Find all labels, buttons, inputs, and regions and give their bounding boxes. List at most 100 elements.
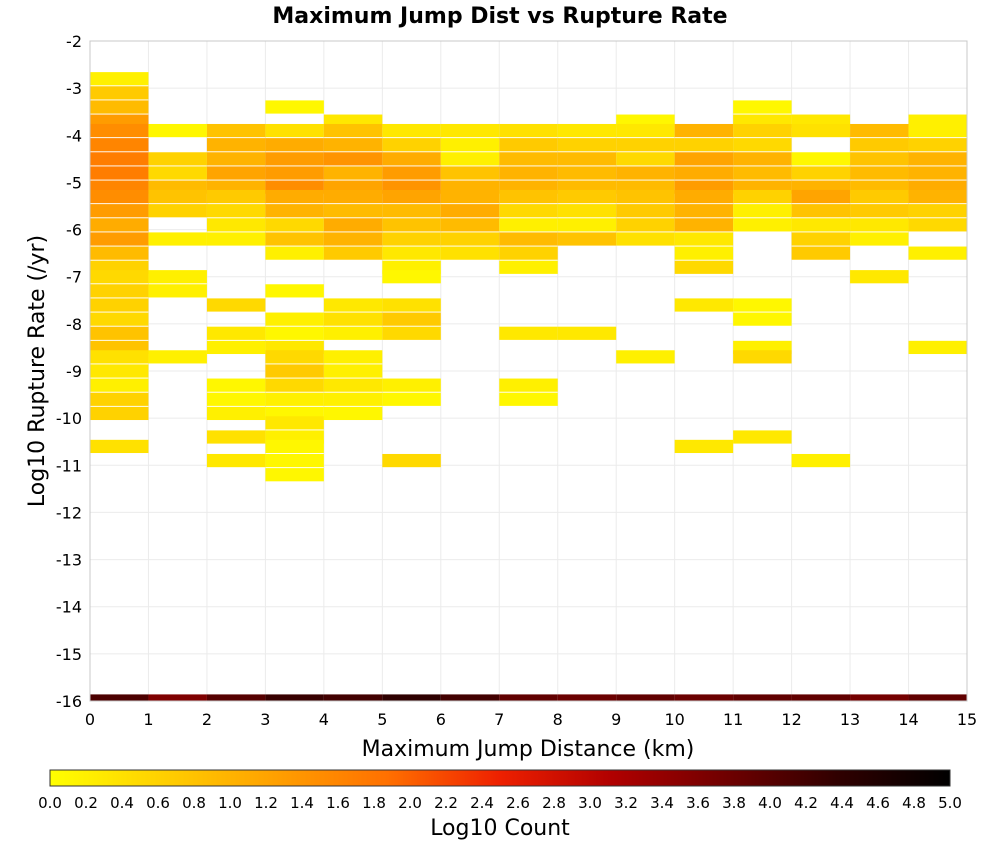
y-tick-label: -14	[56, 598, 82, 617]
heatmap-cell	[791, 166, 851, 180]
heatmap-cell	[148, 232, 207, 246]
heatmap-cell	[850, 138, 909, 152]
y-tick-label: -2	[66, 32, 82, 51]
heatmap-cell	[733, 218, 792, 232]
heatmap-cell	[265, 218, 324, 232]
colorbar-tick-label: 2.8	[542, 794, 566, 812]
heatmap-cell	[90, 138, 149, 152]
heatmap-cell	[382, 232, 441, 246]
heatmap-cell	[557, 232, 617, 246]
heatmap-cell	[850, 123, 909, 138]
heatmap-cells	[90, 72, 967, 701]
colorbar	[49, 769, 951, 787]
heatmap-cell	[323, 312, 383, 326]
heatmap-cell	[908, 246, 967, 260]
heatmap-cell	[791, 204, 851, 218]
heatmap-cell	[499, 166, 558, 180]
colorbar-tick-label: 1.6	[326, 794, 350, 812]
heatmap-cell	[674, 694, 734, 701]
heatmap-cell	[440, 694, 500, 701]
heatmap-cell	[323, 123, 383, 138]
heatmap-cell	[206, 232, 266, 246]
heatmap-cell	[90, 232, 149, 246]
y-tick-labels: -2 -3 -4 -5 -6 -7 -8 -9 -10 -11 -12 -13 -14 -15 -16	[56, 32, 82, 711]
heatmap-cell	[674, 166, 734, 180]
heatmap-cell	[908, 189, 967, 204]
heatmap-cell	[323, 246, 383, 260]
heatmap-cell	[733, 298, 792, 312]
colorbar-tick-label: 2.2	[434, 794, 458, 812]
heatmap-cell	[791, 694, 851, 701]
heatmap-cell	[148, 284, 207, 298]
heatmap-cell	[90, 350, 149, 364]
heatmap-cell	[733, 189, 792, 204]
x-tick-label: 3	[260, 710, 270, 729]
heatmap-cell	[674, 218, 734, 232]
heatmap-cell	[616, 218, 675, 232]
heatmap-cell	[440, 138, 500, 152]
y-tick-label: -6	[66, 221, 82, 240]
colorbar-tick-label: 3.2	[614, 794, 638, 812]
heatmap-cell	[148, 123, 207, 138]
heatmap-cell	[90, 270, 149, 284]
heatmap-cell	[206, 204, 266, 218]
colorbar-tick-label: 0.8	[182, 794, 206, 812]
heatmap-cell	[791, 218, 851, 232]
heatmap-cell	[265, 378, 324, 392]
heatmap-cell	[616, 166, 675, 180]
heatmap-cell	[674, 138, 734, 152]
heatmap-cell	[791, 189, 851, 204]
heatmap-cell	[90, 284, 149, 298]
heatmap-cell	[908, 123, 967, 138]
colorbar-label: Log10 Count	[430, 816, 570, 841]
colorbar-tick-label: 4.4	[830, 794, 854, 812]
heatmap-cell	[206, 189, 266, 204]
heatmap-cell	[499, 392, 558, 406]
heatmap-cell	[850, 218, 909, 232]
heatmap-cell	[382, 138, 441, 152]
heatmap-cell	[733, 430, 792, 444]
heatmap-cell	[90, 298, 149, 312]
heatmap-cell	[382, 694, 441, 701]
colorbar-tick-label: 2.4	[470, 794, 494, 812]
colorbar-tick-label: 4.6	[866, 794, 890, 812]
heatmap-cell	[674, 439, 734, 454]
colorbar-tick-label: 3.6	[686, 794, 710, 812]
heatmap-cell	[265, 416, 324, 430]
heatmap-cell	[90, 364, 149, 378]
heatmap-cell	[499, 260, 558, 274]
heatmap-cell	[265, 468, 324, 482]
heatmap-cell	[323, 326, 383, 340]
heatmap-cell	[206, 218, 266, 232]
heatmap-cell	[850, 152, 909, 166]
heatmap-cell	[323, 218, 383, 232]
heatmap-cell	[148, 270, 207, 284]
heatmap-cell	[499, 694, 558, 701]
heatmap-cell	[382, 204, 441, 218]
y-tick-label: -8	[66, 315, 82, 334]
heatmap-cell	[850, 694, 909, 701]
colorbar-tick-label: 0.2	[74, 794, 98, 812]
heatmap-cell	[382, 189, 441, 204]
heatmap-cell	[265, 246, 324, 260]
heatmap-cell	[90, 326, 149, 340]
heatmap-cell	[440, 218, 500, 232]
x-tick-label: 0	[85, 710, 95, 729]
heatmap-cell	[499, 189, 558, 204]
heatmap-cell	[323, 138, 383, 152]
heatmap-cell	[616, 204, 675, 218]
heatmap-cell	[323, 406, 383, 421]
heatmap-cell	[674, 232, 734, 246]
heatmap-cell	[616, 189, 675, 204]
heatmap-cell	[323, 189, 383, 204]
heatmap-cell	[323, 378, 383, 392]
y-tick-label: -10	[56, 409, 82, 428]
colorbar-tick-label: 3.4	[650, 794, 674, 812]
heatmap-cell	[616, 123, 675, 138]
heatmap-cell	[148, 189, 207, 204]
heatmap-cell	[908, 152, 967, 166]
heatmap-cell	[265, 350, 324, 364]
heatmap-cell	[440, 204, 500, 218]
heatmap-cell	[850, 189, 909, 204]
heatmap-cell	[206, 152, 266, 166]
